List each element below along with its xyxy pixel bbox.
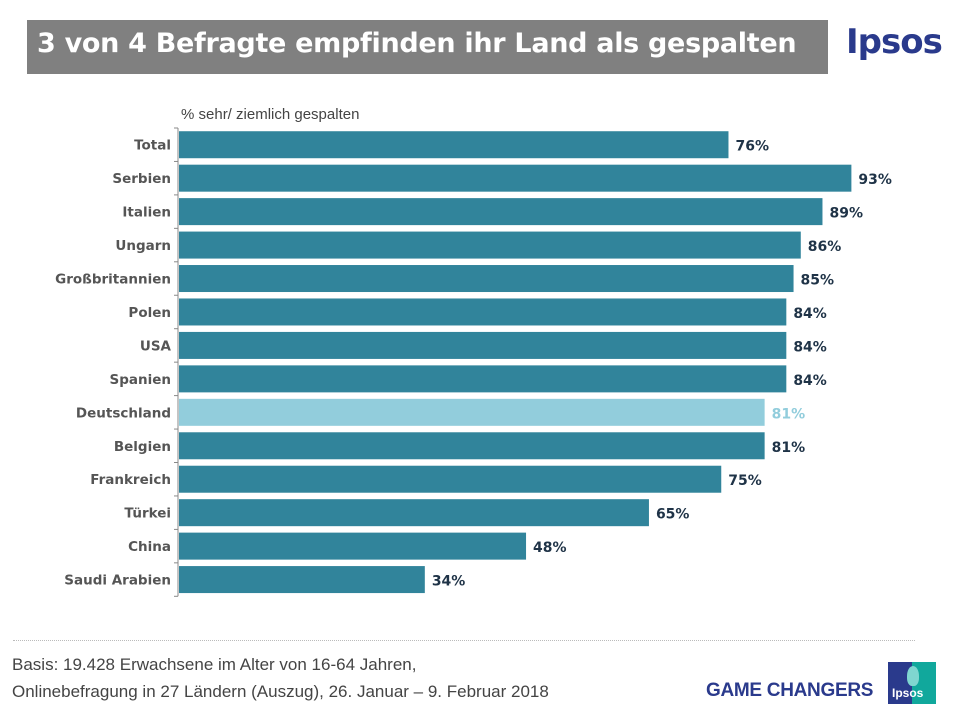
bar	[179, 365, 787, 393]
footnote-method: Onlinebefragung in 27 Ländern (Auszug), …	[12, 682, 549, 701]
bar-chart: Total 76% Serbien 93% Italien 89% Ungarn 86% Gro…	[55, 127, 892, 597]
data-label: 84%	[793, 373, 827, 389]
head-silhouette-icon	[907, 666, 919, 686]
chart-subtitle: % sehr/ ziemlich gespalten	[181, 106, 360, 123]
bar	[179, 398, 765, 426]
data-label: 65%	[656, 507, 690, 523]
data-label: 48%	[533, 540, 567, 556]
footnote-basis: Basis: 19.428 Erwachsene im Alter von 16…	[12, 655, 417, 674]
data-label: 84%	[793, 339, 827, 355]
footer-divider	[13, 640, 915, 641]
data-label: 34%	[432, 574, 466, 590]
bar	[179, 566, 425, 594]
bar	[179, 265, 794, 293]
bar	[179, 532, 527, 560]
category-label: Italien	[122, 205, 171, 221]
title-bar: 3 von 4 Befragte empfinden ihr Land als …	[27, 20, 828, 74]
game-changers-tagline: GAME CHANGERS	[706, 680, 874, 701]
category-label: Türkei	[124, 506, 171, 522]
category-label: Spanien	[109, 372, 171, 388]
data-label: 81%	[772, 440, 806, 456]
data-label: 85%	[801, 273, 835, 289]
bar	[179, 131, 729, 159]
data-label: 86%	[808, 239, 842, 255]
bar	[179, 432, 765, 460]
category-label: Großbritannien	[55, 272, 171, 288]
data-label: 76%	[735, 139, 769, 155]
bar	[179, 465, 722, 493]
category-label: Frankreich	[90, 472, 171, 488]
ipsos-logo: Ipsos	[846, 22, 943, 62]
bar	[179, 298, 787, 326]
data-label: 93%	[858, 172, 892, 188]
bar	[179, 331, 787, 359]
chart-title: 3 von 4 Befragte empfinden ihr Land als …	[37, 28, 797, 59]
category-label: Deutschland	[76, 405, 171, 421]
ipsos-badge-logo: Ipsos	[888, 662, 936, 704]
data-label: 81%	[772, 406, 806, 422]
category-label: Ungarn	[115, 238, 171, 254]
bar	[179, 164, 852, 192]
bar	[179, 231, 801, 259]
category-label: China	[128, 539, 171, 555]
ipsos-badge-text: Ipsos	[892, 686, 924, 700]
bar	[179, 198, 823, 226]
data-label: 75%	[728, 473, 762, 489]
category-label: Total	[134, 138, 171, 154]
bar	[179, 499, 649, 527]
data-label: 89%	[829, 206, 863, 222]
category-label: Polen	[128, 305, 171, 321]
category-label: USA	[140, 338, 172, 354]
category-label: Belgien	[114, 439, 171, 455]
data-label: 84%	[793, 306, 827, 322]
category-label: Saudi Arabien	[64, 573, 171, 589]
category-label: Serbien	[112, 171, 171, 187]
